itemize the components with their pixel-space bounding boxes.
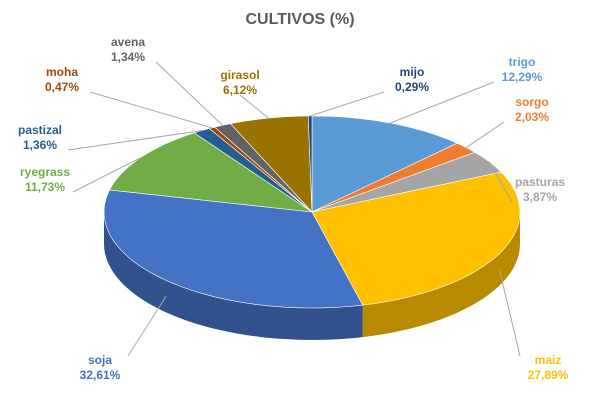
leader-line xyxy=(390,81,495,124)
leader-line xyxy=(72,157,141,193)
legend-label: maiz xyxy=(535,353,562,367)
legend-label: girasol xyxy=(220,68,259,82)
leader-line xyxy=(239,94,269,119)
legend-label: sorgo xyxy=(515,95,548,109)
legend-label: moha xyxy=(46,65,78,79)
data-label: 3,87% xyxy=(523,190,557,204)
legend-label: trigo xyxy=(509,55,536,69)
data-label: 2,03% xyxy=(515,110,549,124)
data-label: 27,89% xyxy=(528,368,569,382)
data-label: 11,73% xyxy=(25,180,65,194)
legend-label: mijo xyxy=(400,65,425,79)
legend-label: avena xyxy=(111,35,145,49)
pie-slice xyxy=(103,189,364,309)
legend-label: soja xyxy=(88,353,112,367)
data-label: 6,12% xyxy=(223,83,257,97)
pie-slice xyxy=(311,171,521,306)
legend-label: pasturas xyxy=(515,175,565,189)
legend-label: ryegrass xyxy=(20,165,70,179)
leader-line xyxy=(498,269,521,357)
leader-line xyxy=(67,130,202,151)
data-label: 1,34% xyxy=(111,50,145,64)
leader-line xyxy=(89,91,213,129)
data-label: 0,29% xyxy=(395,80,429,94)
leader-line xyxy=(488,161,513,203)
legend-label: pastizal xyxy=(18,123,62,137)
leader-line xyxy=(127,296,167,357)
data-label: 12,29% xyxy=(502,70,543,84)
data-label: 32,61% xyxy=(80,368,121,382)
data-label: 0,47% xyxy=(45,80,79,94)
chart-title: CULTIVOS (%) xyxy=(245,11,354,28)
leader-line xyxy=(155,61,223,126)
leader-line xyxy=(466,121,505,149)
pie-slice-side xyxy=(362,212,520,338)
pie-slice xyxy=(109,132,313,213)
leader-line xyxy=(309,91,385,117)
data-label: 1,36% xyxy=(23,138,57,152)
pie-slice xyxy=(311,151,502,213)
